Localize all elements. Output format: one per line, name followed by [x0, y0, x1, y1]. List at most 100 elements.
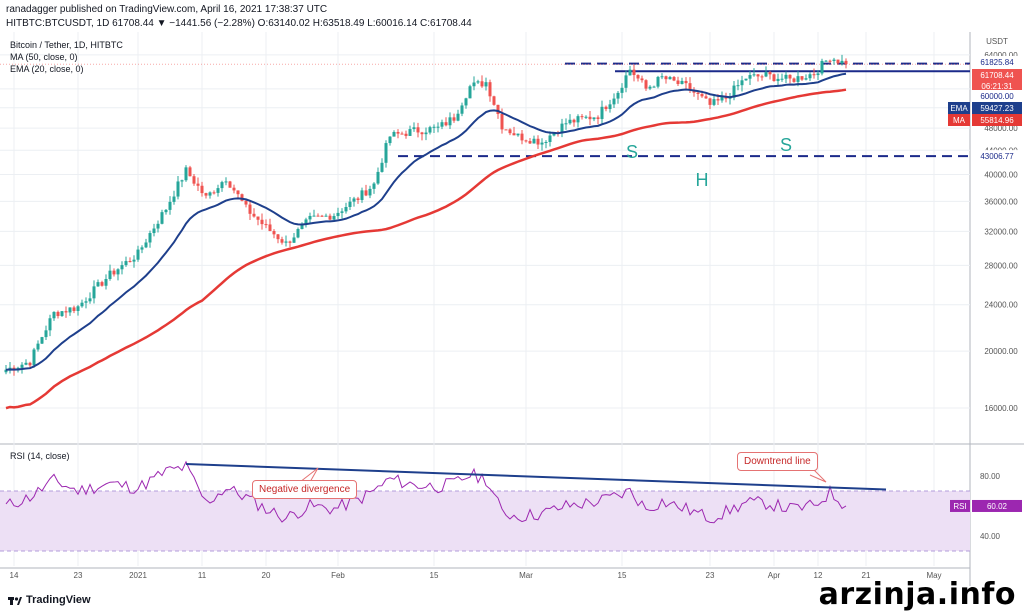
candle-body [168, 201, 172, 210]
tradingview-logo[interactable]: TradingView [8, 594, 91, 606]
price-tick-label: 40000.00 [984, 171, 1018, 180]
grid [0, 32, 1024, 586]
candle-body [768, 72, 772, 75]
tradingview-logo-icon [8, 597, 22, 605]
candle-body [584, 116, 588, 118]
candle-body [316, 215, 320, 217]
candle-body [548, 135, 552, 143]
candle-body [444, 122, 448, 126]
time-tick-label: 12 [814, 571, 823, 580]
candle-body [628, 69, 632, 76]
candle-body [276, 234, 280, 240]
candle-body [32, 349, 36, 366]
candle-body [424, 132, 428, 135]
candle-body [212, 192, 216, 194]
candle-body [492, 96, 496, 105]
time-tick-label: Feb [331, 571, 345, 580]
ma-price-label-tag-text: MA [953, 116, 966, 125]
candle-body [812, 74, 816, 76]
rsi-line [5, 460, 847, 524]
candle-body [132, 259, 136, 262]
candle-body [532, 138, 536, 144]
candle-body [524, 140, 528, 142]
candle-body [204, 193, 208, 196]
candle-body [236, 190, 240, 195]
candle-body [376, 171, 380, 184]
candle-body [464, 98, 468, 106]
rsi-shaded-band [0, 491, 970, 551]
candle-body [48, 318, 52, 331]
candle-body [44, 330, 48, 338]
candle-body [148, 233, 152, 243]
time-tick-label: 15 [618, 571, 627, 580]
candle-body [668, 77, 672, 80]
candle-body [220, 182, 224, 189]
candle-body [612, 98, 616, 105]
candle-body [216, 188, 220, 193]
rsi-value-text: 60.02 [987, 502, 1008, 511]
top-info-bar: ranadagger published on TradingView.com,… [0, 0, 1024, 32]
candle-body [620, 87, 624, 93]
candle-body [196, 183, 200, 186]
candle-body [636, 75, 640, 79]
candle-body [552, 132, 556, 136]
candle-body [200, 185, 204, 194]
candle-body [248, 204, 252, 214]
candle-body [736, 85, 740, 87]
candle-body [520, 133, 524, 141]
candle-body [420, 132, 424, 135]
candle-body [804, 78, 808, 80]
candle-body [796, 76, 800, 82]
candle-body [60, 311, 64, 317]
candle-body [120, 265, 124, 270]
time-tick-label: 23 [706, 571, 715, 580]
candle-body [564, 123, 568, 125]
candle-body [380, 162, 384, 172]
candle-body [28, 362, 32, 366]
price-tick-label: 16000.00 [984, 404, 1018, 413]
candle-body [844, 60, 848, 65]
candle-body [384, 143, 388, 163]
negative-divergence-callout: Negative divergence [252, 480, 358, 499]
candle-body [728, 97, 732, 99]
candle-body [284, 241, 288, 243]
candle-body [652, 86, 656, 88]
neckline-price-label-text: 60000.00 [980, 92, 1014, 101]
candle-body [192, 176, 196, 184]
countdown-label: 06:21:31 [972, 80, 1022, 92]
support-price-label-text: 43006.77 [980, 152, 1014, 161]
candle-body [580, 116, 584, 118]
time-tick-label: 11 [198, 571, 207, 580]
candle-body [404, 133, 408, 136]
candle-body [476, 81, 480, 83]
candle-body [732, 85, 736, 98]
candle-body [744, 78, 748, 81]
downtrend-pointer [809, 467, 827, 483]
ema-20-line [5, 72, 847, 371]
rsi-tick-label: 40.00 [980, 532, 1001, 541]
candle-body [460, 105, 464, 114]
candle-body [320, 215, 324, 217]
rsi-plot [5, 460, 887, 524]
candle-body [484, 82, 488, 87]
candle-body [332, 216, 336, 220]
candle-body [684, 80, 688, 84]
candle-body [64, 311, 68, 313]
tradingview-logo-text: TradingView [26, 594, 91, 606]
candle-body [480, 81, 484, 87]
candle-body [624, 75, 628, 88]
candle-body [456, 113, 460, 121]
neckline-price-label-bg [972, 90, 1022, 102]
candle-body [40, 337, 44, 344]
last-price-label: 61708.44 [972, 69, 1022, 81]
candle-body [292, 237, 296, 243]
rsi-label-tag-text: RSI [953, 502, 966, 511]
candle-body [824, 60, 828, 62]
candle-body [720, 96, 724, 101]
candle-body [396, 131, 400, 134]
candle-body [300, 224, 304, 230]
candle-body [228, 181, 232, 188]
candle-body [752, 74, 756, 76]
candle-body [664, 76, 668, 80]
